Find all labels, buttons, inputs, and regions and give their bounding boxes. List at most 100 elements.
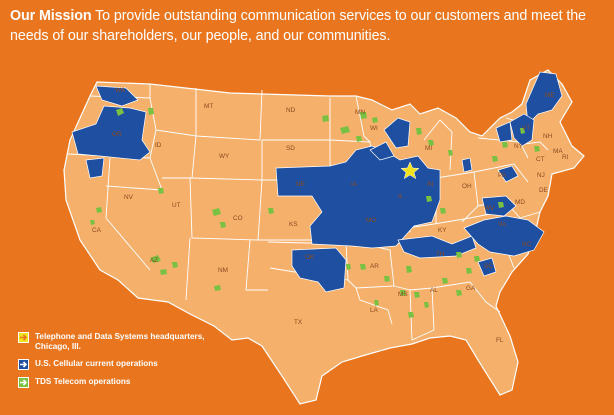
tds-spot-27 (498, 202, 504, 208)
state-label: NE (296, 181, 305, 188)
state-label: MA (553, 148, 563, 155)
tds-spot-20 (448, 150, 453, 156)
state-label: IA (351, 181, 358, 188)
state-label: OR (112, 131, 122, 138)
tds-spot-1 (116, 108, 124, 116)
state-label: CA (92, 227, 102, 234)
state-label: VA (498, 221, 507, 228)
uscellular-virginia-nc (463, 215, 545, 257)
state-label: ID (155, 142, 162, 149)
tds-spot-6 (212, 208, 221, 216)
state-label: NY (514, 143, 524, 150)
state-label: WI (370, 125, 378, 132)
state-label: WV (484, 205, 495, 212)
tds-spot-24 (502, 142, 508, 148)
tds-spot-2 (148, 108, 154, 115)
state-label: MT (204, 103, 213, 110)
state-label: IN (427, 181, 434, 188)
tds-spot-9 (160, 269, 167, 275)
tds-spot-13 (322, 115, 329, 122)
state-label: ND (286, 107, 296, 114)
state-label: LA (370, 307, 379, 314)
state-label: WY (219, 153, 230, 160)
tds-spot-30 (400, 290, 406, 296)
state-label: KS (289, 221, 298, 228)
state-label: MN (355, 109, 365, 116)
tds-spot-38 (360, 264, 366, 270)
tds-spot-14 (340, 126, 350, 134)
state-label: FL (496, 337, 504, 344)
state-label: UT (172, 202, 181, 209)
state-label: MO (366, 217, 376, 224)
state-label: VT (522, 125, 530, 132)
state-label: DE (539, 187, 548, 194)
tds-spot-21 (426, 196, 432, 202)
legend-item-headquarters: Telephone and Data Systems headquarters,… (18, 332, 220, 352)
tds-spot-7 (220, 222, 226, 228)
blue-arrow-icon (18, 359, 29, 370)
tds-spot-34 (442, 278, 448, 284)
tds-spot-5 (158, 188, 164, 194)
state-label: RI (562, 154, 569, 161)
tds-spot-17 (356, 136, 362, 142)
tds-spot-16 (372, 117, 378, 123)
uscellular-regions (71, 71, 563, 293)
state-label: CT (536, 156, 545, 163)
headquarters-star (400, 161, 420, 180)
state-label: PA (498, 172, 507, 179)
state-label: AZ (150, 257, 158, 264)
tds-spot-4 (90, 220, 95, 225)
tds-spot-33 (424, 302, 429, 308)
uscellular-oregon-south (85, 157, 105, 179)
state-label: NC (522, 241, 532, 248)
state-label: SD (286, 145, 295, 152)
state-label: GA (466, 285, 476, 292)
tds-spot-11 (214, 285, 221, 291)
state-label: NM (218, 267, 228, 274)
green-arrow-icon (18, 377, 29, 388)
state-label: TN (436, 251, 445, 258)
state-label: OH (462, 183, 472, 190)
tds-spot-31 (414, 292, 420, 298)
tds-spot-19 (428, 140, 434, 146)
mission-statement: Our Mission To provide outstanding commu… (10, 6, 600, 46)
tds-spot-35 (456, 290, 462, 296)
uscellular-oklahoma (291, 247, 347, 293)
state-label: OK (305, 254, 315, 261)
tds-spot-29 (406, 266, 412, 273)
uscellular-ny-north (495, 121, 513, 143)
tds-spot-32 (408, 312, 414, 318)
state-label: SC (484, 263, 493, 270)
tds-spot-18 (416, 128, 422, 135)
state-label: NV (124, 194, 134, 201)
state-label: WA (115, 87, 126, 94)
state-label: NH (543, 133, 553, 140)
tds-spot-26 (520, 128, 525, 134)
state-label: AR (370, 263, 379, 270)
legend-label-headquarters: Telephone and Data Systems headquarters,… (35, 332, 205, 351)
tds-spot-25 (534, 146, 540, 152)
legend-item-tds: TDS Telecom operations (18, 377, 220, 388)
legend-label-uscellular: U.S. Cellular current operations (35, 359, 158, 368)
tds-spot-41 (346, 264, 351, 270)
tds-spot-8 (150, 255, 161, 263)
tds-spot-37 (384, 276, 390, 282)
state-label: CO (233, 215, 243, 222)
state-label: MS (398, 291, 408, 298)
state-label: MI (425, 145, 432, 152)
state-label: NJ (537, 172, 545, 179)
state-label: ME (545, 92, 555, 99)
tds-spot-3 (96, 207, 102, 213)
uscellular-illinois-north (383, 117, 411, 149)
tds-spot-28 (474, 256, 480, 262)
uscellular-sc (477, 257, 497, 277)
tds-spot-12 (268, 208, 274, 214)
tds-spot-15 (360, 112, 367, 119)
tds-spot-10 (172, 262, 178, 268)
tds-spot-22 (440, 208, 446, 214)
tds-regions (90, 108, 540, 318)
mission-heading: Our Mission (10, 8, 92, 24)
yellow-arrow-icon (18, 332, 29, 343)
